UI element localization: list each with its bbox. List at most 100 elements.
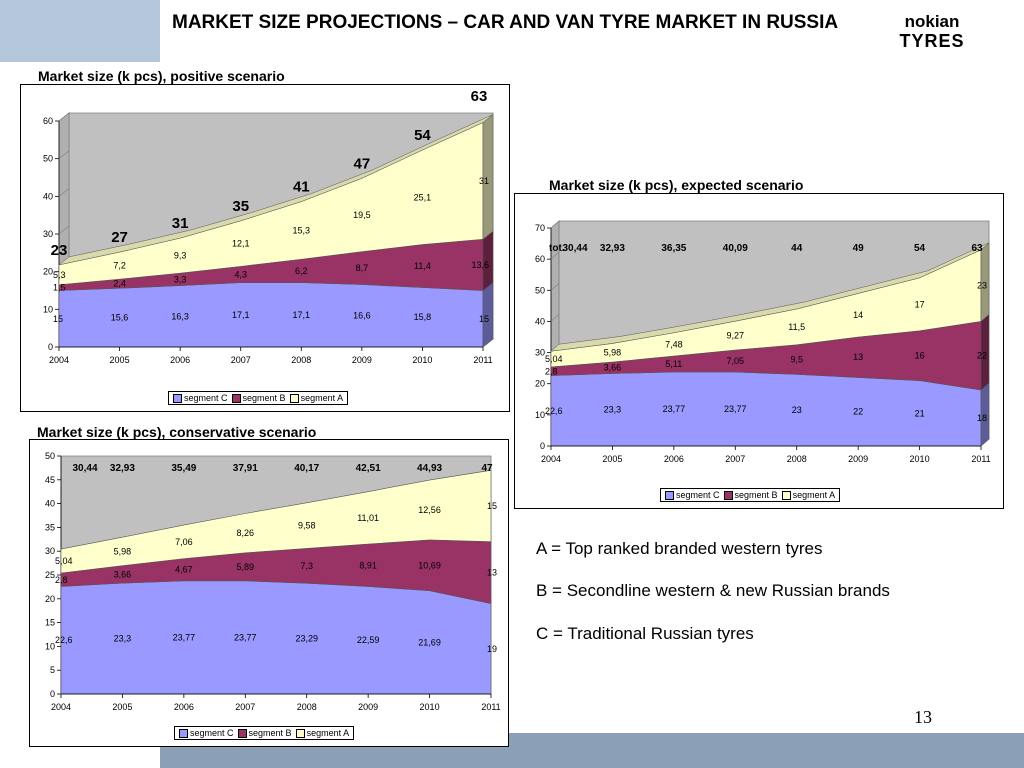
y-gridline-depth [58,225,70,235]
total-label: 30,44 [72,463,97,474]
x-tick-label: 2009 [358,702,378,712]
chart-expected-plot: 0 10 20 30 40 50 60 70 22,6 23,3 23,77 23,77 23 22 21 1… [535,220,991,464]
x-tick-label: 2010 [910,454,930,464]
legend-label: segment C [184,393,228,403]
y-gridline-depth [550,314,560,322]
data-label-segment-a: 5,98 [114,546,132,556]
data-label-segment-c: 22,59 [357,635,380,645]
legend-label: segment A [300,393,344,403]
chart-conservative: 0 5 10 15 20 25 30 35 40 45 50 22,6 23,3 23,77 23,77 23… [29,439,509,747]
y-tick-label: 15 [45,618,55,628]
y-tick-label: 60 [43,116,53,126]
data-label-segment-b: 13 [487,568,497,578]
data-label-segment-c: 21,69 [418,637,441,647]
legend-label: segment A [792,490,836,500]
data-label-segment-a: 5,3 [53,270,66,280]
y-tick-label: 30 [45,546,55,556]
data-label-segment-c: 19 [487,644,497,654]
total-label: 37,91 [233,463,258,474]
data-label-segment-b: 22 [977,351,987,361]
swatch-segment-c [179,728,188,738]
total-label: 54 [414,127,431,144]
total-label: 35,49 [171,463,196,474]
data-label-segment-b: 3,66 [114,569,132,579]
legend-label: segment B [242,393,286,403]
data-label-segment-b: 4,3 [234,269,247,279]
definition-segment-c: C = Traditional Russian tyres [536,624,754,643]
x-tick-label: 2007 [725,454,745,464]
data-label-segment-b: 5,11 [665,359,682,369]
total-label: 63 [971,243,983,254]
total-label: 54 [914,243,926,254]
data-label-segment-b: 8,91 [359,560,377,570]
x-tick-label: 2006 [174,702,194,712]
swatch-segment-b [237,728,247,738]
legend-label: segment B [248,728,292,738]
y-gridline-depth [550,220,560,229]
legend-item-segment-c: segment C [179,728,234,738]
total-label: 40,17 [294,463,319,474]
data-label-segment-a: 11,5 [788,322,805,332]
swatch-segment-a [289,393,299,403]
swatch-segment-a [295,728,305,738]
y-tick-label: 60 [535,254,545,264]
data-label-segment-c: 23,77 [663,404,686,414]
x-tick-label: 2006 [170,355,190,365]
data-label-segment-c: 23,3 [114,634,132,644]
data-label-segment-b: 8,7 [356,263,369,273]
y-tick-label: 5 [50,665,55,675]
total-label: 23 [51,242,68,259]
legend-item-segment-a: segment A [289,393,344,403]
data-label-segment-a: 14 [853,310,863,320]
y-tick-label: 0 [48,342,53,352]
data-label-segment-c: 22,6 [545,406,563,416]
data-label-segment-c: 21 [915,408,925,418]
header-accent-block [0,0,160,62]
chart-positive: 0 10 20 30 40 50 60 15 15,6 16,3 17,1 17,1 16,6 15,8 1… [20,84,510,412]
data-label-segment-c: 15,8 [414,312,432,322]
data-label-segment-a: 9,58 [298,521,316,531]
chart-conservative-plot: 0 5 10 15 20 25 30 35 40 45 50 22,6 23,3 23,77 23,77 23… [45,451,501,712]
data-label-segment-a: 12,1 [232,239,250,249]
data-label-segment-b: 9,5 [790,355,803,365]
swatch-segment-a [781,490,791,500]
y-tick-label: 30 [43,229,53,239]
data-label-segment-b: 3,66 [604,363,622,373]
legend-label: segment C [190,728,234,738]
data-label-segment-b: 5,89 [237,562,255,572]
data-label-segment-c: 23 [792,405,802,415]
data-label-segment-c: 23,77 [173,632,196,642]
data-label-segment-b: 10,69 [418,560,441,570]
data-label-segment-a: 7,06 [175,537,193,547]
data-label-segment-b: 2,8 [545,366,558,376]
total-label: 32,93 [600,243,625,254]
x-tick-label: 2011 [481,702,500,712]
slide-title: MARKET SIZE PROJECTIONS – CAR AND VAN TY… [172,12,839,33]
y-tick-label: 10 [43,304,53,314]
data-label-segment-c: 16,6 [353,311,371,321]
data-label-segment-a: 15 [487,501,497,511]
data-label-segment-b: 2,8 [55,575,68,585]
data-label-segment-a: 7,2 [113,261,126,271]
data-label-segment-a: 19,5 [353,210,371,220]
data-label-segment-b: 16 [915,351,925,361]
x-tick-label: 2010 [420,702,440,712]
total-label: 30,44 [562,243,587,254]
total-label: 27 [111,229,128,246]
legend-item-segment-a: segment A [295,728,349,738]
swatch-segment-c [173,393,182,403]
total-label: 41 [293,179,310,196]
x-tick-label: 2009 [848,454,868,464]
y-tick-label: 70 [535,223,545,233]
x-tick-label: 2005 [112,702,132,712]
total-label: 36,35 [661,243,686,254]
legend-label: segment B [734,490,778,500]
area-segment-a [60,469,492,574]
data-label-segment-c: 17,1 [293,310,311,320]
data-label-segment-c: 22 [853,407,863,417]
y-tick-label: 20 [43,267,53,277]
data-label-segment-b: 13,6 [471,260,489,270]
swatch-segment-b [723,490,733,500]
legend-item-segment-a: segment A [781,490,836,500]
total-label: 35 [232,198,249,215]
